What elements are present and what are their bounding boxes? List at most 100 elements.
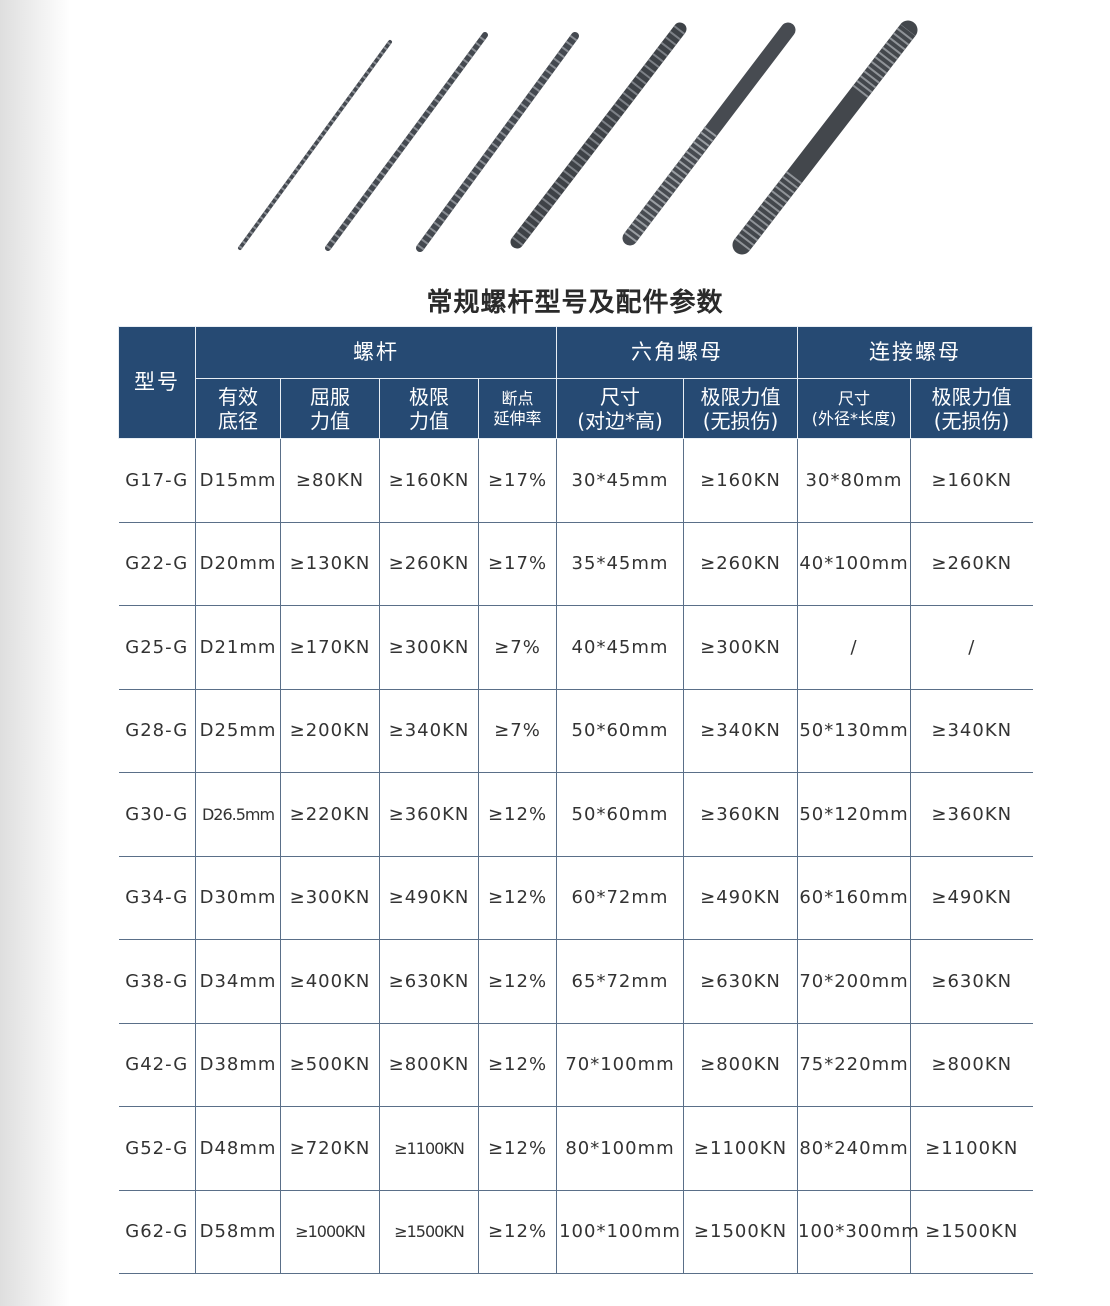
table-cell: ≥360KN — [683, 772, 798, 857]
table-row: G17-G D15mm ≥80KN ≥160KN ≥17% 30*45mm ≥160KN 30… — [118, 438, 1033, 523]
page-title: 常规螺杆型号及配件参数 — [426, 288, 724, 318]
subheader-line: 尺寸 — [837, 389, 870, 409]
table-cell: ≥630KN — [379, 939, 479, 1024]
rod-6 — [732, 20, 918, 255]
table-cell: 70*200mm — [797, 939, 911, 1024]
table-cell: ≥360KN — [379, 772, 479, 857]
subheader-line: (无损伤) — [702, 408, 779, 433]
table-cell: ≥170KN — [280, 605, 380, 690]
rod-4 — [510, 22, 687, 249]
table-cell: ≥490KN — [910, 856, 1033, 940]
table-cell: ≥12% — [478, 1190, 557, 1274]
table-row: G28-G D25mm ≥200KN ≥340KN ≥7% 50*60mm ≥340KN 50… — [118, 689, 1033, 773]
table-cell: 60*160mm — [797, 856, 911, 940]
table-cell: ≥12% — [478, 1023, 557, 1107]
table-row: G52-G D48mm ≥720KN ≥1100KN ≥12% 80*100mm ≥1100… — [118, 1106, 1033, 1191]
table-cell: 35*45mm — [556, 522, 684, 606]
table-cell: 100*100mm — [556, 1190, 684, 1274]
subheader-line: (对边*高) — [577, 408, 663, 433]
table-cell: ≥630KN — [683, 939, 798, 1024]
table-cell: D20mm — [195, 522, 281, 606]
rod-3 — [416, 32, 579, 252]
table-cell: ≥490KN — [379, 856, 479, 940]
table-cell: ≥1500KN — [379, 1190, 479, 1274]
table-cell: ≥17% — [478, 438, 557, 523]
table-cell: 40*100mm — [797, 522, 911, 606]
table-cell: 50*60mm — [556, 689, 684, 773]
table-cell: ≥17% — [478, 522, 557, 606]
table-cell: ≥1500KN — [683, 1190, 798, 1274]
table-cell: ≥160KN — [379, 438, 479, 523]
table-cell: D30mm — [195, 856, 281, 940]
table-cell: D38mm — [195, 1023, 281, 1107]
table-row: G30-G D26.5mm ≥220KN ≥360KN ≥12% 50*60mm ≥360K… — [118, 772, 1033, 857]
subheader-line: 底径 — [218, 408, 258, 433]
table-cell: ≥200KN — [280, 689, 380, 773]
header-group-hex-nut: 六角螺母 — [556, 326, 798, 379]
subheader-2: 极限 力值 — [379, 378, 479, 439]
subheader-line: 力值 — [310, 408, 350, 433]
table-cell: G22-G — [118, 522, 196, 606]
table-cell: G42-G — [118, 1023, 196, 1107]
table-cell: ≥12% — [478, 856, 557, 940]
table-cell: ≥160KN — [683, 438, 798, 523]
page-shade — [0, 0, 70, 1306]
table-cell: ≥500KN — [280, 1023, 380, 1107]
table-cell: ≥800KN — [910, 1023, 1033, 1107]
table-cell: ≥7% — [478, 689, 557, 773]
table-cell: D34mm — [195, 939, 281, 1024]
table-cell: ≥260KN — [910, 522, 1033, 606]
table-cell: ≥130KN — [280, 522, 380, 606]
subheader-line: 屈服 — [310, 384, 350, 409]
table-cell: ≥80KN — [280, 438, 380, 523]
table-cell: ≥490KN — [683, 856, 798, 940]
table-cell: ≥300KN — [280, 856, 380, 940]
table-cell: D21mm — [195, 605, 281, 690]
subheader-line: (外径*长度) — [811, 408, 897, 428]
table-cell: D26.5mm — [195, 772, 281, 857]
table-cell: ≥12% — [478, 772, 557, 857]
table-cell: 50*60mm — [556, 772, 684, 857]
table-row: G25-G D21mm ≥170KN ≥300KN ≥7% 40*45mm ≥300KN / / — [118, 605, 1033, 690]
table-cell: ≥7% — [478, 605, 557, 690]
table-cell: G38-G — [118, 939, 196, 1024]
table-cell: ≥340KN — [910, 689, 1033, 773]
table-cell: ≥720KN — [280, 1106, 380, 1191]
subheader-line: 极限力值 — [700, 384, 781, 409]
table-cell: 80*100mm — [556, 1106, 684, 1191]
table-cell: ≥260KN — [379, 522, 479, 606]
table-cell: D15mm — [195, 438, 281, 523]
subheader-5: 极限力值 (无损伤) — [683, 378, 798, 439]
table-cell: 30*45mm — [556, 438, 684, 523]
table-row: G42-G D38mm ≥500KN ≥800KN ≥12% 70*100mm ≥800KN… — [118, 1023, 1033, 1107]
subheader-line: 尺寸 — [600, 384, 640, 409]
table-cell: 80*240mm — [797, 1106, 911, 1191]
table-cell: D58mm — [195, 1190, 281, 1274]
table-cell: ≥1100KN — [910, 1106, 1033, 1191]
table-cell: ≥260KN — [683, 522, 798, 606]
table-cell: / — [910, 605, 1033, 690]
table-cell: ≥340KN — [379, 689, 479, 773]
subheader-6: 尺寸 (外径*长度) — [797, 378, 911, 439]
table-cell: G52-G — [118, 1106, 196, 1191]
threaded-rods-photo — [238, 20, 918, 255]
rod-2 — [325, 32, 488, 251]
table-cell: ≥1000KN — [280, 1190, 380, 1274]
table-cell: D48mm — [195, 1106, 281, 1191]
table-cell: D25mm — [195, 689, 281, 773]
header-group-rod: 螺杆 — [195, 326, 557, 379]
subheader-line: 力值 — [409, 408, 449, 433]
table-cell: 50*120mm — [797, 772, 911, 857]
table-cell: ≥360KN — [910, 772, 1033, 857]
subheader-line: 延伸率 — [493, 408, 542, 428]
subheader-7: 极限力值 (无损伤) — [910, 378, 1033, 439]
table-cell: ≥12% — [478, 939, 557, 1024]
table-cell: ≥1100KN — [379, 1106, 479, 1191]
rod-5 — [622, 22, 796, 246]
table-cell: ≥340KN — [683, 689, 798, 773]
table-cell: G62-G — [118, 1190, 196, 1274]
table-row: G34-G D30mm ≥300KN ≥490KN ≥12% 60*72mm ≥490KN 6… — [118, 856, 1033, 940]
table-cell: 70*100mm — [556, 1023, 684, 1107]
table-row: G38-G D34mm ≥400KN ≥630KN ≥12% 65*72mm ≥630KN 7… — [118, 939, 1033, 1024]
table-cell: ≥300KN — [379, 605, 479, 690]
